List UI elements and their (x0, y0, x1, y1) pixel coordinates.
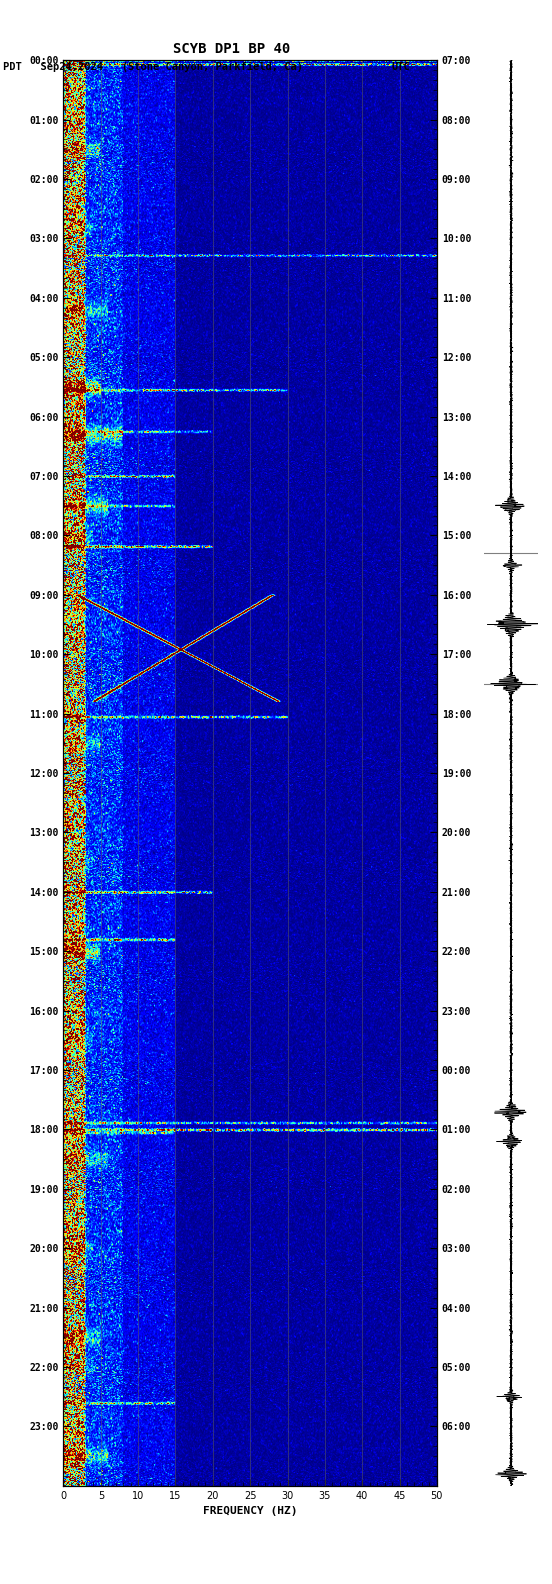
Text: UTC: UTC (392, 62, 411, 71)
Text: SCYB DP1 BP 40: SCYB DP1 BP 40 (173, 41, 290, 55)
Text: PDT   Sep24,2024   (Stone Canyon, Parkfield, Ca): PDT Sep24,2024 (Stone Canyon, Parkfield,… (3, 62, 302, 71)
X-axis label: FREQUENCY (HZ): FREQUENCY (HZ) (203, 1506, 298, 1516)
